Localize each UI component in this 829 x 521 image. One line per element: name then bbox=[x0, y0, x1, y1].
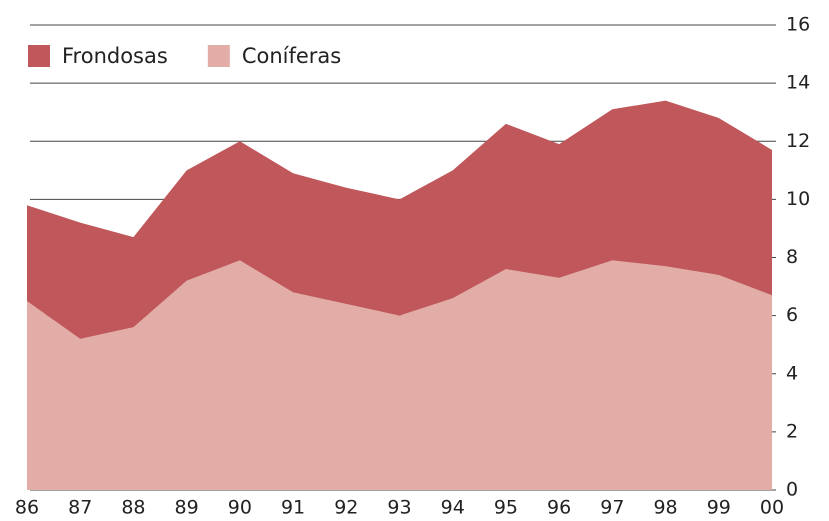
x-tick-label: 99 bbox=[707, 497, 731, 519]
area bbox=[27, 100, 772, 339]
legend: Frondosas Coníferas bbox=[28, 44, 341, 68]
y-tick-label: 10 bbox=[786, 188, 810, 210]
y-tick-label: 4 bbox=[786, 362, 798, 384]
y-tick-label: 2 bbox=[786, 420, 798, 442]
y-tick-label: 12 bbox=[786, 130, 810, 152]
x-tick-label: 98 bbox=[653, 497, 677, 519]
legend-swatch bbox=[207, 45, 230, 67]
x-tick-label: 88 bbox=[121, 497, 145, 519]
y-tick-label: 14 bbox=[786, 72, 810, 94]
x-tick-label: 94 bbox=[441, 497, 465, 519]
x-tick-label: 92 bbox=[334, 497, 358, 519]
x-tick-label: 90 bbox=[228, 497, 252, 519]
area bbox=[27, 260, 772, 490]
legend-label: Coníferas bbox=[242, 44, 341, 68]
x-tick-label: 93 bbox=[387, 497, 411, 519]
x-tick-label: 95 bbox=[494, 497, 518, 519]
legend-swatch bbox=[28, 45, 50, 67]
x-tick-label: 86 bbox=[15, 497, 39, 519]
y-tick-label: 16 bbox=[786, 14, 810, 36]
x-tick-label: 87 bbox=[68, 497, 92, 519]
y-tick-label: 8 bbox=[786, 246, 798, 268]
legend-label: Frondosas bbox=[62, 44, 168, 68]
x-tick-label: 96 bbox=[547, 497, 571, 519]
y-tick-label: 6 bbox=[786, 304, 798, 326]
x-tick-label: 91 bbox=[281, 497, 305, 519]
y-tick-label: 0 bbox=[786, 479, 798, 501]
x-tick-label: 97 bbox=[600, 497, 624, 519]
x-tick-label: 89 bbox=[175, 497, 199, 519]
x-tick-label: 00 bbox=[760, 497, 784, 519]
